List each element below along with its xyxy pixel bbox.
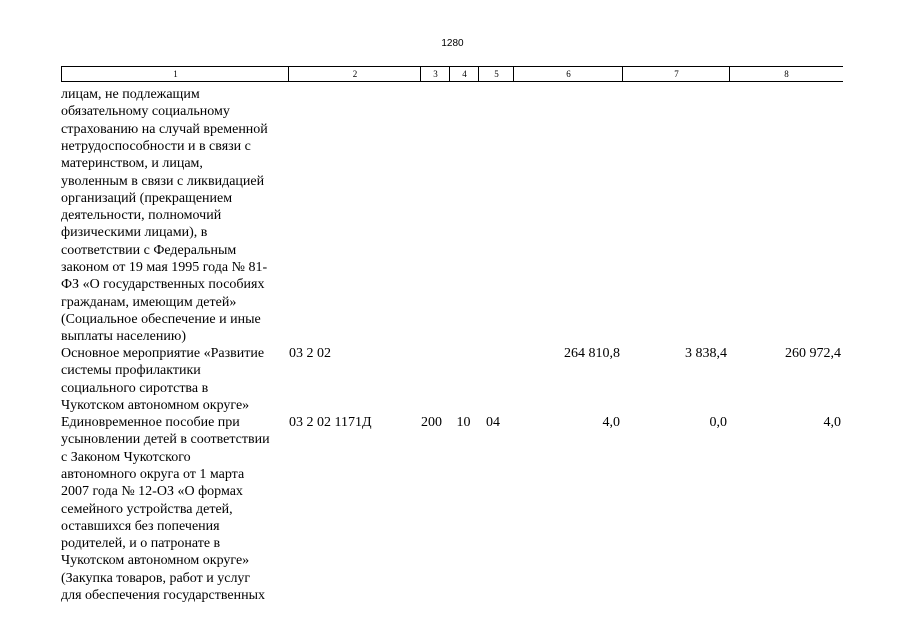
row-name-line: Чукотском автономном округе» — [61, 397, 250, 413]
row-col4: 10 — [456, 415, 471, 430]
row-name-line: организаций (прекращением — [61, 190, 233, 206]
row-name-line: 2007 года № 12-ОЗ «О формах — [61, 484, 243, 500]
row-name-line: уволенным в связи с ликвидацией — [61, 173, 265, 189]
row-name-line: лицам, не подлежащим — [61, 87, 200, 102]
row-name-line: обязательному социальному — [61, 104, 230, 120]
row-col7: 0,0 — [709, 415, 728, 430]
row-name-line: выплаты населению) — [61, 329, 186, 345]
header-cell: 7 — [622, 66, 730, 82]
row-name-line: автономного округа от 1 марта — [61, 466, 245, 482]
row-name-line: нетрудоспособности и в связи с — [61, 138, 251, 154]
row-col5: 04 — [486, 415, 500, 430]
row-name-line: для обеспечения государственных — [61, 588, 265, 603]
row-col6: 264 810,8 — [564, 346, 620, 361]
header-cell: 1 — [61, 66, 289, 82]
header-cell: 2 — [288, 66, 421, 82]
row-name-line: материнством, и лицам, — [61, 156, 203, 172]
row-code: 03 2 02 1171Д — [289, 415, 372, 430]
row-name-line: Чукотском автономном округе» — [61, 553, 250, 569]
header-cell: 6 — [513, 66, 623, 82]
row-name-line: деятельности, полномочий — [61, 208, 222, 224]
row-name-line: Основное мероприятие «Развитие — [61, 346, 265, 361]
row-name-line: физическими лицами), в — [61, 225, 208, 241]
row-code: 03 2 02 — [289, 346, 331, 361]
header-cell: 3 — [420, 66, 450, 82]
row-name-line: гражданам, имеющим детей» — [61, 294, 237, 310]
row-name-line: с Законом Чукотского — [61, 449, 191, 465]
row-name-line: соответствии с Федеральным — [61, 242, 237, 258]
header-cell: 4 — [449, 66, 479, 82]
row-col8: 4,0 — [823, 415, 842, 430]
row-name-line: семейного устройства детей, — [61, 501, 233, 517]
row-name-line: социального сиротства в — [61, 380, 209, 396]
row-name-line: (Закупка товаров, работ и услуг — [61, 570, 251, 586]
row-name-line: страхованию на случай временной — [61, 121, 268, 137]
header-cell: 5 — [478, 66, 514, 82]
row-name-line: Единовременное пособие при — [61, 415, 240, 430]
row-name-line: законом от 19 мая 1995 года № 81- — [61, 260, 268, 275]
row-name-line: родителей, и о патронате в — [61, 536, 221, 552]
row-col3: 200 — [421, 415, 442, 430]
header-cell: 8 — [729, 66, 843, 82]
row-name-line: усыновлении детей в соответствии — [61, 432, 270, 448]
row-name-line: (Социальное обеспечение и иные — [61, 311, 261, 327]
page-number: 1280 — [441, 38, 464, 49]
row-col7: 3 838,4 — [685, 346, 727, 361]
row-name-line: системы профилактики — [61, 363, 201, 379]
row-name-line: ФЗ «О государственных пособиях — [61, 277, 265, 293]
row-name-line: оставшихся без попечения — [61, 518, 220, 534]
row-col8: 260 972,4 — [785, 346, 841, 361]
row-col6: 4,0 — [602, 415, 621, 430]
